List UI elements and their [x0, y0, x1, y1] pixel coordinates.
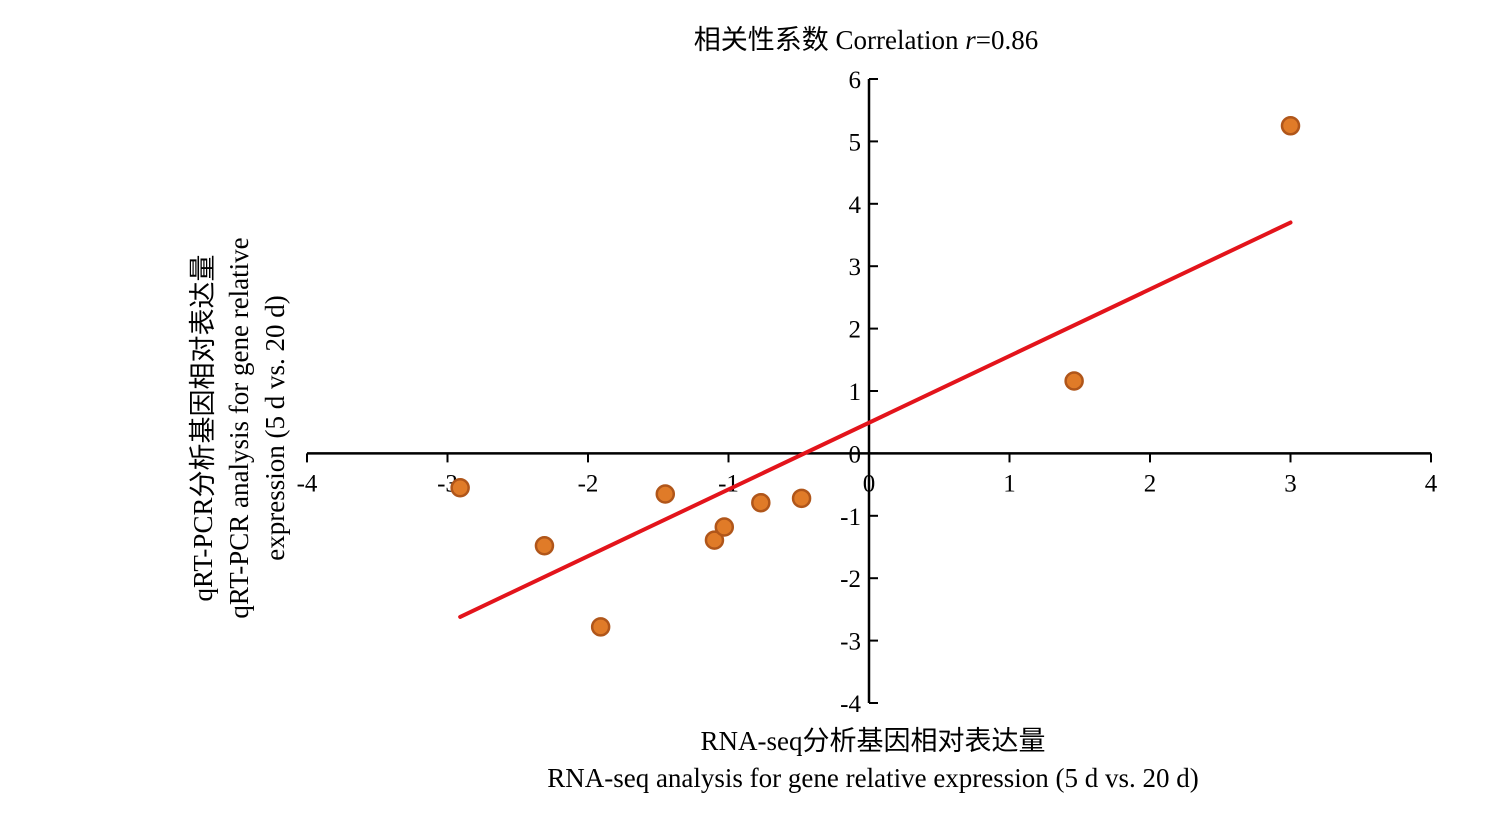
x-axis-label-en: RNA-seq analysis for gene relative expre… [547, 763, 1199, 793]
trendline [458, 220, 1293, 619]
y-tick-label: -1 [840, 504, 861, 531]
data-point [450, 477, 470, 498]
chart-title: 相关性系数 Correlation r=0.86 [694, 25, 1038, 55]
y-tick-label: -3 [840, 629, 861, 656]
data-point [534, 536, 555, 556]
y-tick-label: -4 [840, 691, 861, 718]
trendline-group [458, 220, 1293, 619]
data-point [655, 484, 676, 504]
y-tick-label: 5 [849, 129, 862, 156]
y-tick-label: 6 [849, 67, 862, 94]
y-axis-label-line-1: qRT-PCR分析基因相对表达量 [188, 255, 218, 602]
x-tick-label: -4 [297, 470, 318, 497]
x-axis-label-cn: RNA-seq分析基因相对表达量 [701, 726, 1046, 756]
x-tick-label: -2 [578, 470, 599, 497]
y-tick-label: -2 [840, 566, 861, 593]
y-tick-label: 0 [849, 441, 862, 468]
data-point [791, 488, 812, 509]
tick-marks [306, 78, 1432, 704]
y-tick-label: 4 [849, 192, 862, 219]
data-point [704, 530, 725, 550]
y-tick-label: 3 [849, 254, 862, 281]
data-point [590, 617, 611, 637]
y-axis-label: qRT-PCR分析基因相对表达量 qRT-PCR analysis for ge… [188, 237, 290, 618]
data-points [450, 116, 1301, 637]
data-point [714, 517, 735, 537]
y-tick-label: 1 [849, 379, 862, 406]
y-axis-label-line-3: expression (5 d vs. 20 d) [260, 295, 290, 560]
data-point [1280, 116, 1301, 136]
data-point [751, 492, 771, 513]
x-tick-label: 0 [863, 470, 876, 497]
x-tick-label: 4 [1425, 470, 1438, 497]
y-axis-label-line-2: qRT-PCR analysis for gene relative [224, 237, 254, 618]
x-tick-label: 3 [1284, 470, 1297, 497]
data-point [1064, 371, 1084, 391]
x-tick-label: 1 [1003, 470, 1016, 497]
y-tick-label: 2 [849, 317, 862, 344]
x-tick-label: 2 [1144, 470, 1157, 497]
